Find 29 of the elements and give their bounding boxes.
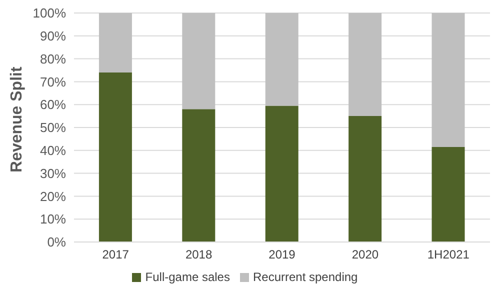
y-tick-label: 10% xyxy=(40,212,66,227)
bar xyxy=(98,72,132,242)
bar xyxy=(182,109,216,242)
y-axis-title: Revenue Split xyxy=(8,66,26,172)
bar xyxy=(265,13,298,106)
y-tick-label: 90% xyxy=(40,28,66,44)
y-tick-label: 70% xyxy=(40,74,66,90)
x-tick-label: 2020 xyxy=(352,248,379,262)
y-tick-label: 100% xyxy=(32,6,66,21)
y-tick-label: 80% xyxy=(40,51,66,66)
legend-label: Full-game sales xyxy=(145,270,230,284)
x-tick-label: 2018 xyxy=(185,248,212,262)
bar xyxy=(265,106,298,242)
bar xyxy=(98,13,132,73)
y-tick-label: 30% xyxy=(40,166,66,181)
bar xyxy=(348,13,382,116)
legend-label: Recurrent spending xyxy=(252,270,358,284)
bar xyxy=(348,116,382,242)
x-tick-label: 2019 xyxy=(268,248,296,262)
y-tick-label: 40% xyxy=(40,143,66,158)
x-tick-label: 2017 xyxy=(102,248,130,262)
bar xyxy=(432,13,465,147)
y-tick-label: 20% xyxy=(40,188,66,204)
bar xyxy=(432,146,465,242)
y-tick-label: 0% xyxy=(47,234,66,250)
y-tick-label: 50% xyxy=(40,120,66,136)
bar xyxy=(182,13,216,110)
x-tick-label: 1H2021 xyxy=(427,248,470,262)
y-tick-label: 60% xyxy=(40,97,66,112)
